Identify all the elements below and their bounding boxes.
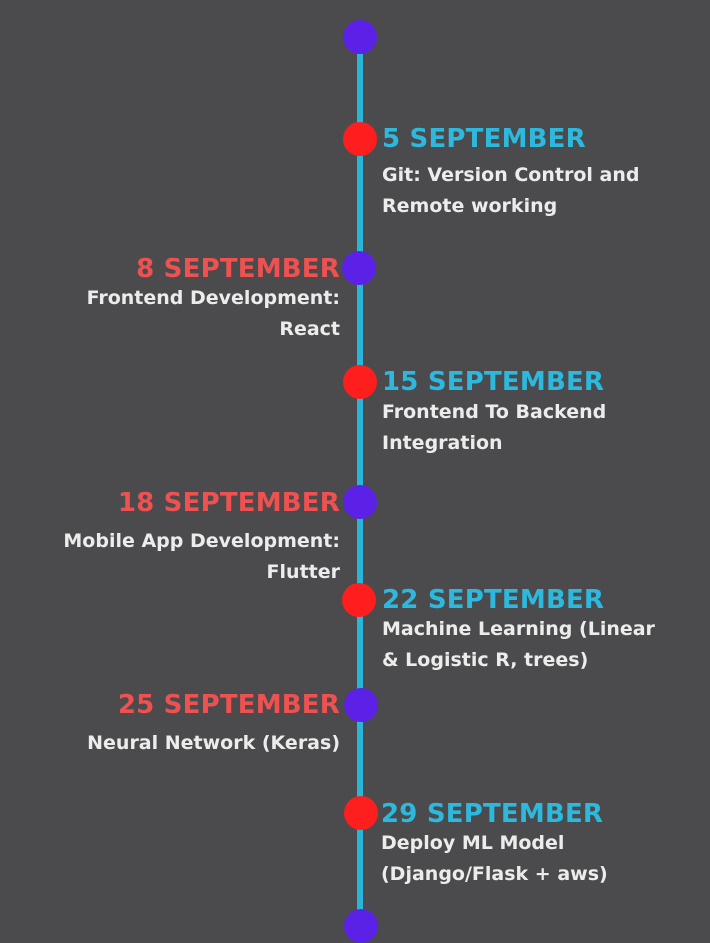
- timeline-start-dot: [343, 20, 377, 54]
- event-description-line: (Django/Flask + aws): [381, 863, 608, 885]
- timeline-event-22-september: 22 SEPTEMBER Machine Learning (Linear & …: [382, 584, 655, 676]
- timeline-dot-25-september: [344, 688, 378, 722]
- event-description-line: Neural Network (Keras): [87, 732, 340, 754]
- timeline-dot-22-september: [342, 583, 376, 617]
- event-date: 22 SEPTEMBER: [382, 585, 605, 615]
- event-description: Deploy ML Model (Django/Flask + aws): [381, 828, 608, 890]
- timeline-dot-18-september: [343, 485, 377, 519]
- timeline-dot-15-september: [343, 365, 377, 399]
- event-date: 15 SEPTEMBER: [382, 367, 605, 397]
- event-description-line: & Logistic R, trees): [382, 649, 589, 671]
- timeline-event-8-september: 8 SEPTEMBER Frontend Development: React: [87, 253, 340, 345]
- timeline-dot-8-september: [342, 251, 376, 285]
- timeline-event-29-september: 29 SEPTEMBER Deploy ML Model (Django/Fla…: [381, 798, 608, 890]
- event-description-line: Remote working: [382, 195, 558, 217]
- event-description-line: Flutter: [266, 561, 340, 583]
- event-date: 8 SEPTEMBER: [136, 254, 340, 284]
- timeline-dot-29-september: [344, 796, 378, 830]
- timeline-dot-5-september: [343, 122, 377, 156]
- event-description: Machine Learning (Linear & Logistic R, t…: [382, 614, 655, 676]
- event-description-line: Mobile App Development:: [63, 530, 340, 552]
- event-date: 18 SEPTEMBER: [117, 488, 340, 518]
- timeline-event-15-september: 15 SEPTEMBER Frontend To Backend Integra…: [382, 366, 606, 459]
- event-date: 29 SEPTEMBER: [381, 799, 604, 829]
- event-date: 5 SEPTEMBER: [382, 124, 586, 154]
- event-date: 25 SEPTEMBER: [117, 690, 340, 720]
- event-description: Frontend To Backend Integration: [382, 397, 606, 459]
- event-description-line: Frontend Development:: [86, 287, 340, 309]
- timeline-event-5-september: 5 SEPTEMBER Git: Version Control and Rem…: [382, 123, 639, 222]
- event-description-line: React: [279, 318, 340, 340]
- event-description-line: Deploy ML Model: [381, 832, 565, 854]
- timeline-event-25-september: 25 SEPTEMBER Neural Network (Keras): [87, 689, 340, 759]
- timeline-line: [357, 37, 363, 927]
- event-description: Mobile App Development: Flutter: [63, 526, 340, 588]
- event-description: Neural Network (Keras): [87, 728, 340, 759]
- timeline-end-dot: [344, 909, 378, 943]
- event-description-line: Git: Version Control and: [382, 164, 640, 186]
- event-description: Git: Version Control and Remote working: [382, 160, 639, 222]
- event-description-line: Integration: [382, 432, 503, 454]
- event-description-line: Frontend To Backend: [382, 401, 607, 423]
- timeline-event-18-september: 18 SEPTEMBER Mobile App Development: Flu…: [63, 487, 340, 588]
- event-description: Frontend Development: React: [87, 283, 340, 345]
- event-description-line: Machine Learning (Linear: [382, 618, 655, 640]
